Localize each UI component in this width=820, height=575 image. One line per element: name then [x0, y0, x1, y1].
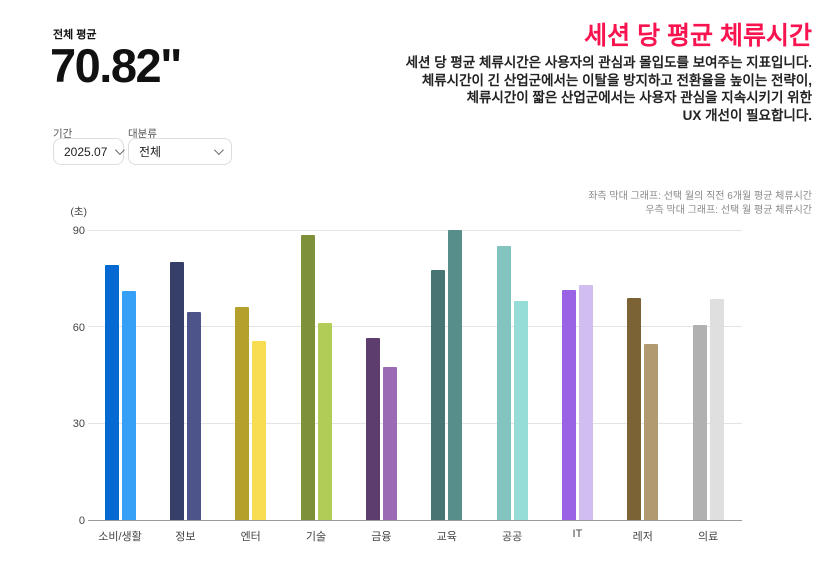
bar-prev6mo: [627, 297, 642, 520]
bar-selected-month: [382, 366, 397, 520]
page-title: 세션 당 평균 체류시간: [584, 22, 812, 50]
bar-prev6mo: [104, 265, 119, 520]
bar-prev6mo: [169, 262, 184, 520]
chart-plot: [88, 229, 742, 521]
legend-notes: 좌측 막대 그래프: 선택 월의 직전 6개월 평균 체류시간 우측 막대 그래…: [588, 190, 812, 218]
y-axis-tick-label: 0: [78, 515, 85, 527]
overall-average-label: 전체 평균: [53, 29, 97, 41]
category-label: 의료: [698, 531, 719, 543]
bar-selected-month: [644, 344, 659, 520]
bar-prev6mo: [496, 246, 511, 520]
period-select-value: 2025.07: [64, 144, 108, 159]
category-label: 기술: [305, 531, 327, 543]
category-select-value: 전체: [139, 145, 162, 159]
bar-prev6mo: [365, 337, 380, 520]
bar-selected-month: [448, 230, 463, 520]
y-axis-tick-label: 30: [72, 418, 85, 431]
category-label: 레저: [632, 531, 653, 543]
description-line: 체류시간이 긴 산업군에서는 이탈을 방지하고 전환율을 높이는 전략이,: [421, 72, 812, 88]
y-axis-tick-label: 90: [72, 225, 85, 237]
bar-prev6mo: [300, 234, 315, 520]
page-description: 세션 당 평균 체류시간은 사용자의 관심과 몰입도를 보여주는 지표입니다. …: [382, 54, 812, 124]
legend-note-left-bar: 좌측 막대 그래프: 선택 월의 직전 6개월 평균 체류시간: [588, 191, 812, 202]
bar-selected-month: [186, 312, 201, 520]
description-line: UX 개선이 필요합니다.: [682, 107, 812, 123]
grid-line: [88, 229, 742, 231]
bar-prev6mo: [235, 307, 250, 520]
bar-prev6mo: [561, 289, 576, 520]
bar-selected-month: [317, 323, 332, 520]
bar-selected-month: [121, 291, 136, 520]
category-filter-label: 대분류: [128, 128, 157, 140]
bar-selected-month: [513, 300, 528, 520]
bar-selected-month: [252, 341, 267, 520]
description-line: 체류시간이 짧은 산업군에서는 사용자 관심을 지속시키기 위한: [466, 90, 812, 105]
overall-average-value: 70.82": [50, 39, 182, 92]
grid-line: [88, 422, 742, 424]
category-label: 엔터: [240, 531, 261, 543]
category-label: 교육: [436, 531, 457, 543]
category-label: IT: [572, 528, 583, 540]
bar-prev6mo: [692, 325, 707, 520]
y-axis-unit-label: (초): [70, 206, 87, 218]
grid-line: [88, 326, 742, 328]
category-label: 금융: [371, 531, 392, 543]
bar-selected-month: [578, 284, 593, 520]
period-select[interactable]: 2025.07: [53, 138, 126, 165]
description-line: 세션 당 평균 체류시간은 사용자의 관심과 몰입도를 보여주는 지표입니다.: [405, 55, 812, 70]
legend-note-right-bar: 우측 막대 그래프: 선택 월 평균 체류시간: [645, 205, 812, 216]
bar-selected-month: [709, 299, 724, 520]
category-select[interactable]: 전체: [128, 138, 232, 165]
category-label: 공공: [501, 531, 523, 543]
category-label: 정보: [175, 531, 196, 543]
y-axis-tick-label: 60: [72, 321, 85, 334]
period-filter-label: 기간: [53, 128, 73, 140]
category-label: 소비/생활: [98, 531, 142, 543]
bar-prev6mo: [431, 270, 446, 520]
